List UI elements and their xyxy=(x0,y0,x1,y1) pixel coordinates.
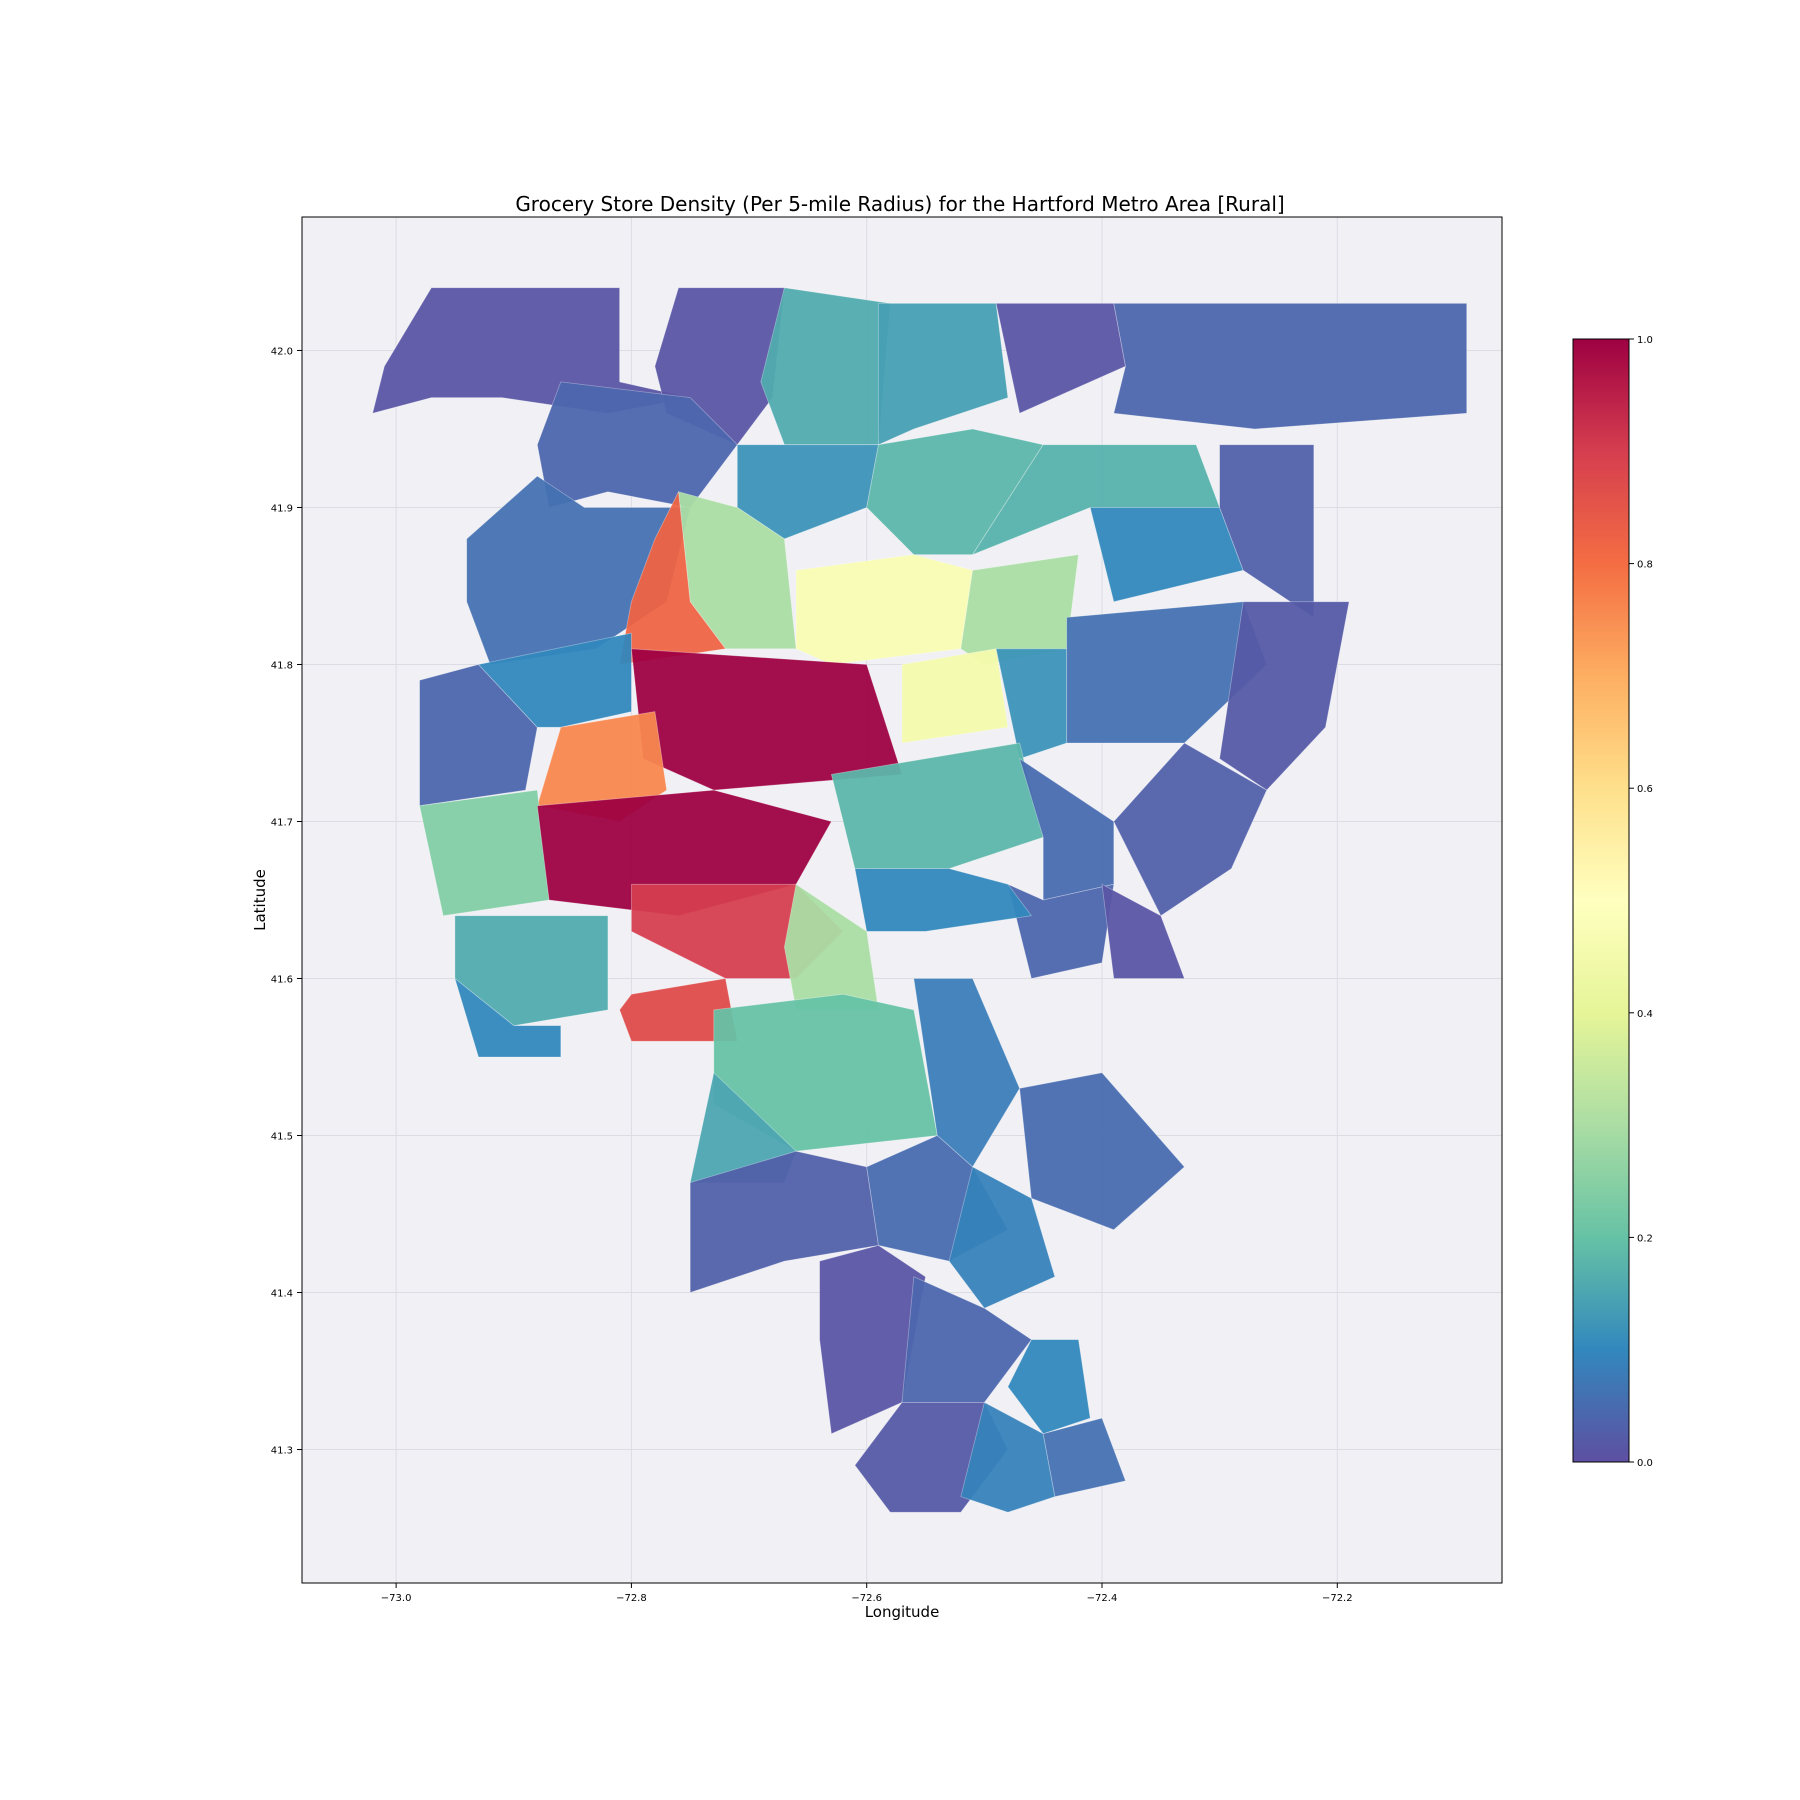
y-tick-label: 41.3 xyxy=(271,1446,293,1457)
map-title: Grocery Store Density (Per 5-mile Radius… xyxy=(515,192,1284,216)
map-region xyxy=(960,554,1079,665)
map-region xyxy=(477,632,632,728)
y-tick-label: 41.7 xyxy=(271,817,293,828)
map-region xyxy=(1219,601,1350,791)
colorbar-tick-label: 0.6 xyxy=(1637,784,1653,795)
x-tick-label: −72.8 xyxy=(616,1593,647,1604)
plot-frame xyxy=(301,216,1503,1584)
map-region xyxy=(830,742,1044,869)
map-region xyxy=(795,554,974,665)
map-region xyxy=(878,302,1009,446)
map-region xyxy=(619,978,738,1042)
region-polygons xyxy=(372,287,1468,1513)
y-tick-label: 41.8 xyxy=(271,660,293,671)
map-region xyxy=(736,444,879,540)
x-tick-label: −72.2 xyxy=(1322,1593,1353,1604)
map-region xyxy=(454,915,609,1027)
map-region xyxy=(1101,883,1185,979)
map-region xyxy=(630,648,903,791)
y-tick-label: 42.0 xyxy=(271,346,293,357)
map-region xyxy=(901,648,1009,744)
map-region xyxy=(960,1401,1056,1513)
x-tick-label: −72.4 xyxy=(1087,1593,1118,1604)
map-region xyxy=(1007,883,1115,979)
x-tick-label: −72.6 xyxy=(851,1593,882,1604)
colorbar-tick-label: 0.2 xyxy=(1637,1233,1653,1244)
y-tick-label: 41.5 xyxy=(271,1132,293,1143)
map-region xyxy=(454,977,562,1058)
y-axis-label: Latitude xyxy=(251,869,269,931)
colorbar-tick-label: 1.0 xyxy=(1637,335,1653,346)
map-region xyxy=(619,490,727,665)
map-region xyxy=(1113,302,1468,430)
y-axis-ticks: 42.0 41.9 41.8 41.7 41.6 41.5 41.4 41.3 xyxy=(271,346,302,1457)
map-region xyxy=(419,664,538,807)
map-region xyxy=(913,978,1021,1168)
map-region xyxy=(1042,1417,1127,1498)
x-axis-ticks: −73.0 −72.8 −72.6 −72.4 −72.2 xyxy=(381,1583,1353,1604)
colorbar-ticks: 0.0 0.2 0.4 0.6 0.8 1.0 xyxy=(1629,335,1653,1469)
map-region xyxy=(901,1276,1032,1403)
map-region xyxy=(536,381,738,508)
colorbar-tick-label: 0.0 xyxy=(1637,1458,1653,1469)
y-tick-label: 41.9 xyxy=(271,503,293,514)
map-region xyxy=(1066,601,1268,744)
map-region xyxy=(1019,1072,1185,1231)
map-region xyxy=(1113,742,1268,917)
y-tick-label: 41.4 xyxy=(271,1289,293,1300)
map-region xyxy=(1007,1339,1091,1435)
map-region xyxy=(419,789,550,917)
x-tick-label: −73.0 xyxy=(381,1593,412,1604)
colorbar-tick-label: 0.4 xyxy=(1637,1009,1653,1020)
x-axis-label: Longitude xyxy=(865,1603,940,1621)
colorbar xyxy=(1572,338,1630,1463)
map-region xyxy=(760,287,891,446)
colorbar-tick-label: 0.8 xyxy=(1637,560,1653,571)
map-region xyxy=(1219,444,1315,619)
map-region xyxy=(948,1166,1056,1309)
y-tick-label: 41.6 xyxy=(271,975,293,986)
